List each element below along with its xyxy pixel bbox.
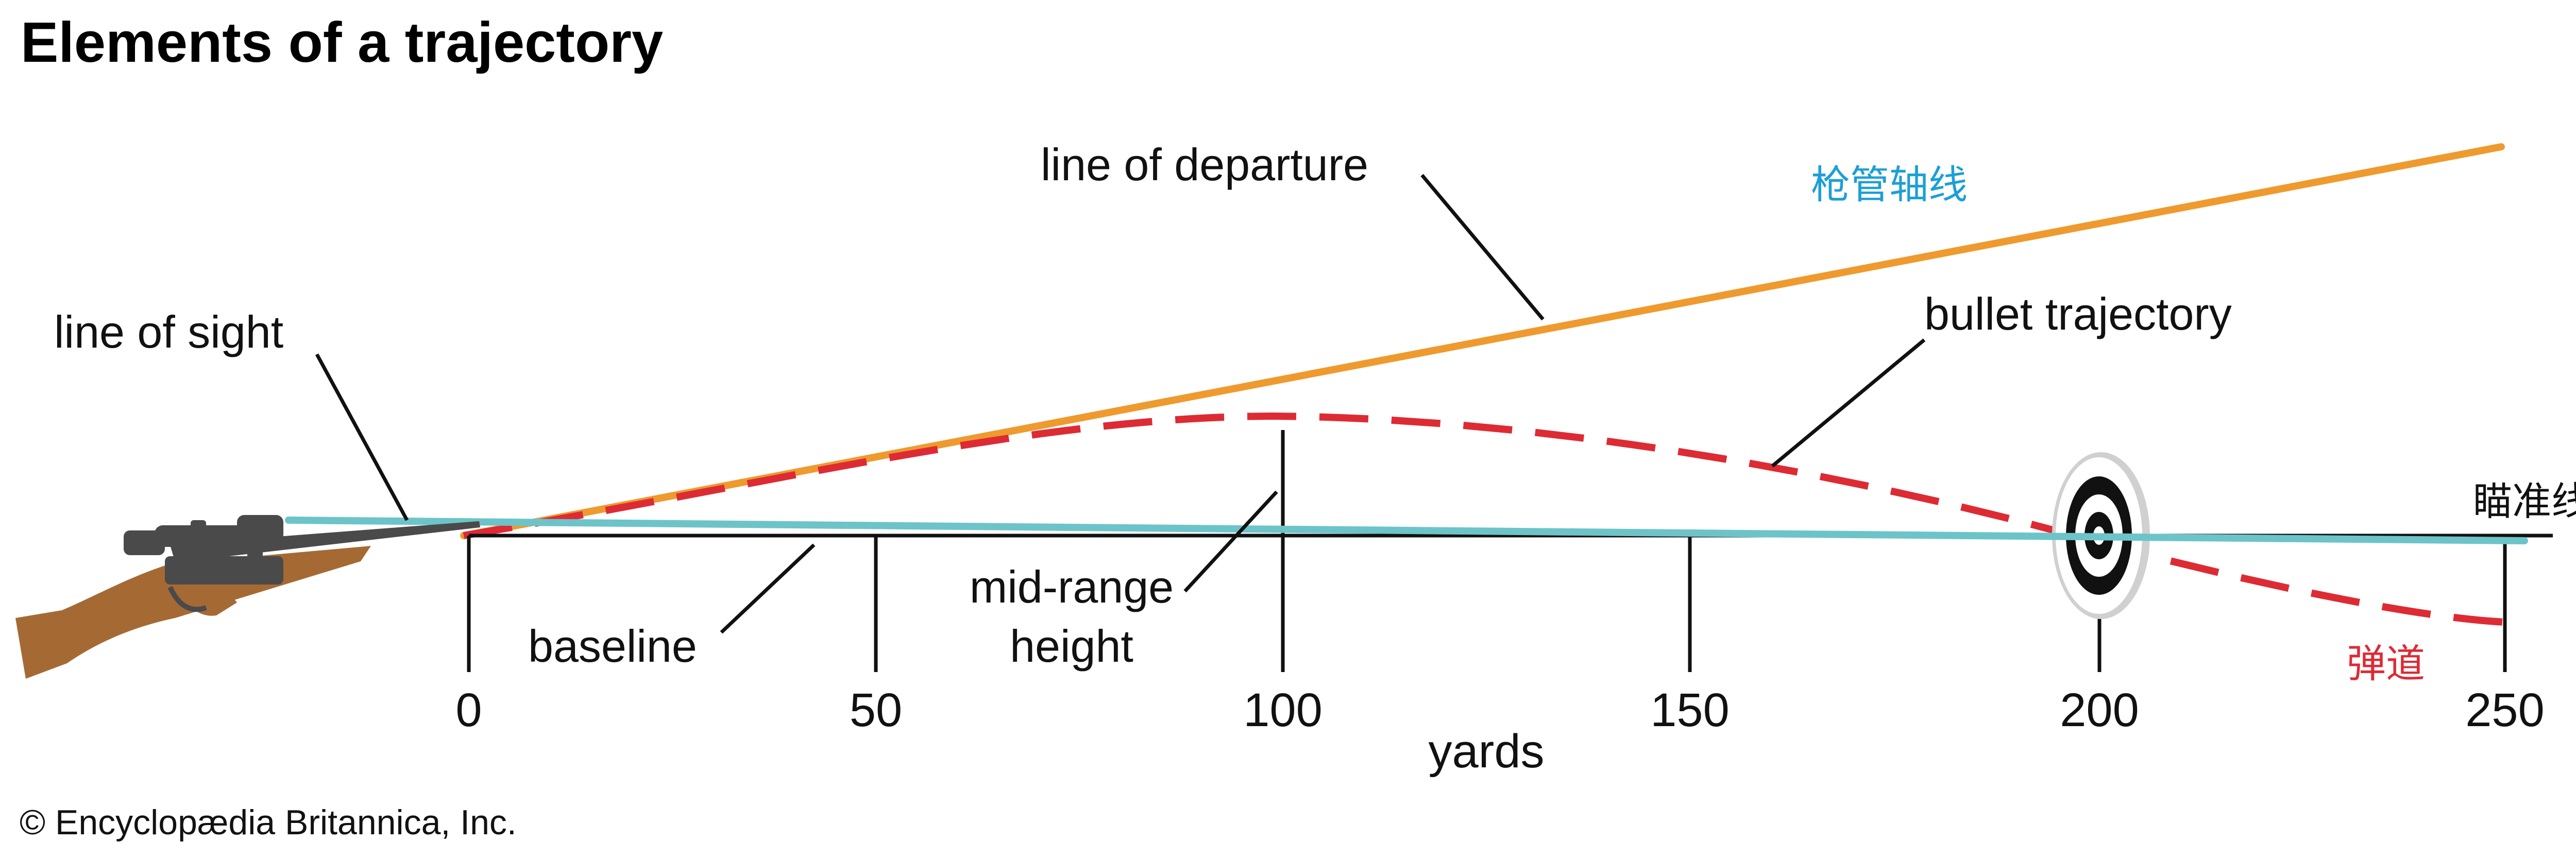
line-of-sight [285, 517, 2528, 544]
label-line-of-departure: line of departure [1041, 139, 1368, 190]
label-bullet-trajectory: bullet trajectory [1924, 288, 2232, 339]
label-baseline: baseline [528, 621, 697, 672]
line-of-departure [460, 143, 2505, 539]
tick-label-50: 50 [850, 684, 902, 736]
label-mid-range: mid-range [970, 561, 1174, 612]
copyright-credit: © Encyclopædia Britannica, Inc. [20, 803, 517, 842]
x-axis-label: yards [1429, 725, 1545, 778]
tick-label-200: 200 [2060, 684, 2139, 736]
tick-label-250: 250 [2465, 684, 2545, 736]
zh-label-aim-line: 瞄准线 [2473, 478, 2576, 524]
tick-label-150: 150 [1650, 684, 1730, 736]
axis-ticks [467, 430, 2507, 672]
leader-lines [315, 174, 1926, 634]
diagram-title: Elements of a trajectory [21, 11, 663, 74]
tick-label-0: 0 [455, 684, 482, 736]
tick-label-100: 100 [1243, 684, 1323, 736]
zh-label-trajectory: 弹道 [2347, 641, 2425, 686]
label-line-of-sight: line of sight [54, 306, 283, 357]
rifle-icon [15, 515, 480, 679]
zh-label-barrel-axis: 枪管轴线 [1811, 162, 1968, 208]
label-height: height [1010, 621, 1133, 672]
bullet-trajectory-curve [463, 412, 2505, 626]
